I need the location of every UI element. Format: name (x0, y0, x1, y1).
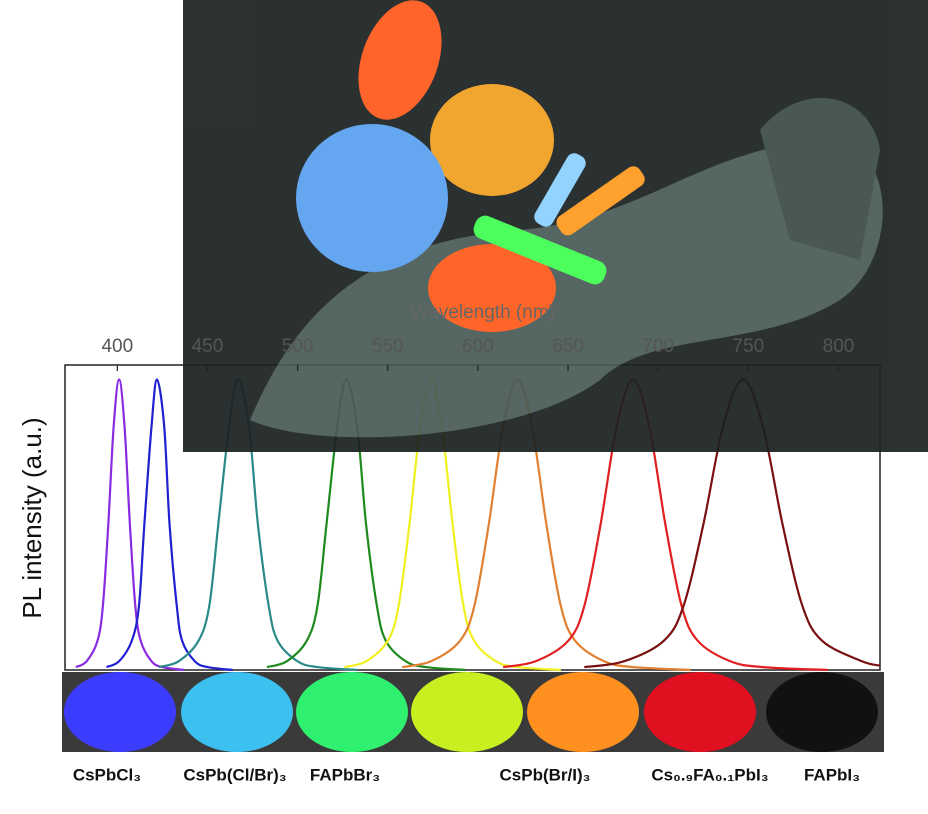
x-tick-label: 800 (823, 336, 855, 357)
sample-label: CsPb(Br/I)₃ (500, 765, 591, 784)
sample-label: CsPbCl₃ (73, 765, 141, 784)
x-tick-label: 450 (192, 336, 224, 357)
photo (183, 0, 928, 452)
x-tick-label: 400 (101, 336, 133, 357)
x-tick-label: 650 (552, 336, 584, 357)
sample-label: FAPbI₃ (804, 765, 860, 784)
sample-label: Cs₀.₉FA₀.₁PbI₃ (651, 765, 768, 784)
vial-photo (62, 672, 884, 752)
sample-labels: CsPbCl₃ CsPb(Cl/Br)₃ FAPbBr₃ CsPb(Br/I)₃ Cs₀… (73, 765, 860, 784)
x-tick-label: 750 (733, 336, 765, 357)
x-tick-label: 550 (372, 336, 404, 357)
x-tick-label: 700 (642, 336, 674, 357)
x-axis-label: Wavelength (nm) (411, 302, 555, 323)
y-axis-label: PL intensity (a.u.) (17, 417, 47, 618)
x-tick-label: 600 (462, 336, 494, 357)
sample-label: FAPbBr₃ (310, 765, 380, 784)
sample-label: CsPb(Cl/Br)₃ (183, 765, 286, 784)
figure: 400 450 500 550 600 650 700 750 800 Wavelength (… (0, 0, 928, 814)
x-tick-label: 500 (282, 336, 314, 357)
